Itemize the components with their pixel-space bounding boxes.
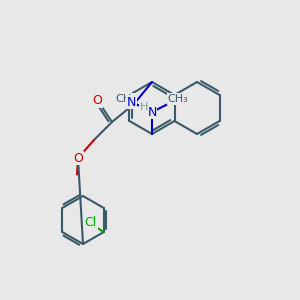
Text: H: H [140,102,148,112]
Text: O: O [73,152,83,164]
Text: O: O [92,94,102,107]
Text: N: N [147,106,157,118]
Text: CH₃: CH₃ [116,94,136,104]
Text: N: N [126,95,136,109]
Text: Cl: Cl [85,217,97,230]
Text: CH₃: CH₃ [168,94,188,104]
